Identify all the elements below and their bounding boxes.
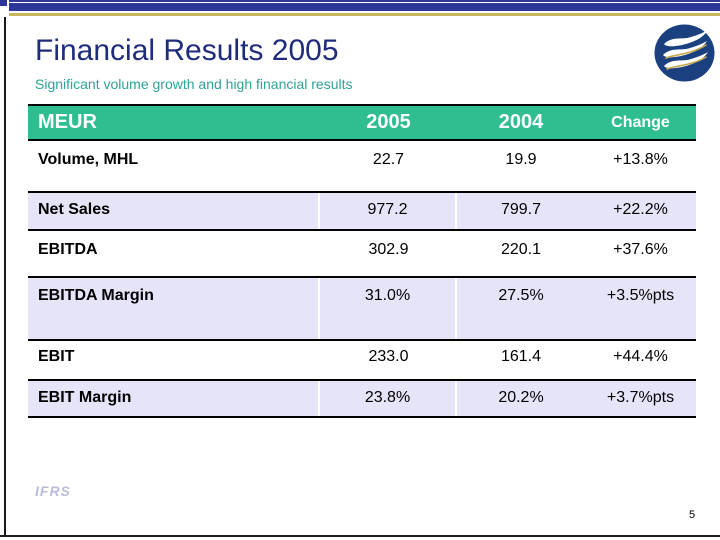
column-header-meur: MEUR: [38, 111, 97, 133]
column-header-change: Change: [611, 113, 670, 131]
table-row-ebit: EBIT 233.0 161.4 +44.4%: [28, 341, 696, 379]
column-header-2004: 2004: [498, 111, 544, 133]
table-row-ebitda-margin: EBITDA Margin 31.0% 27.5% +3.5%pts: [28, 276, 696, 341]
value-change: +3.7%pts: [606, 389, 675, 406]
ifrs-note: IFRS: [35, 483, 71, 499]
row-label: EBITDA Margin: [28, 278, 320, 339]
financial-results-table: MEUR 2005 2004 Change Volume, MHL 22.7 1…: [28, 104, 696, 418]
top-accent-bar: [9, 0, 720, 11]
value-change: +37.6%: [613, 241, 668, 258]
value-2005: 23.8%: [320, 381, 457, 416]
row-label: EBIT Margin: [28, 381, 320, 416]
value-2005: 233.0: [368, 348, 409, 365]
top-bar-white-stripe: [9, 2, 720, 3]
table-row-ebitda: EBITDA 302.9 220.1 +37.6%: [28, 231, 696, 276]
value-2005: 22.7: [372, 151, 405, 168]
table-row-net-sales: Net Sales 977.2 799.7 +22.2%: [28, 191, 696, 231]
value-change: +3.5%pts: [606, 287, 675, 304]
gold-accent-line: [9, 13, 720, 16]
value-2005: 302.9: [368, 241, 409, 258]
row-label: Net Sales: [28, 193, 320, 229]
row-label: EBITDA: [38, 241, 98, 258]
value-change: +13.8%: [613, 151, 668, 168]
value-2005: 31.0%: [320, 278, 457, 339]
table-header-row: MEUR 2005 2004 Change: [28, 104, 696, 141]
company-logo: [654, 24, 715, 82]
page-number: 5: [689, 509, 696, 521]
value-2004: 161.4: [500, 348, 542, 365]
top-bar-corner-square: [0, 0, 7, 6]
value-change: +22.2%: [613, 201, 668, 218]
value-2004: 20.2%: [498, 389, 544, 406]
row-label: EBIT: [38, 348, 75, 365]
waves-logo-icon: [654, 24, 715, 82]
value-2004: 799.7: [500, 201, 542, 218]
slide-subtitle: Significant volume growth and high finan…: [35, 76, 353, 92]
value-2004: 220.1: [500, 241, 542, 258]
slide-title: Financial Results 2005: [35, 34, 339, 67]
table-row-ebit-margin: EBIT Margin 23.8% 20.2% +3.7%pts: [28, 379, 696, 418]
value-change: +44.4%: [613, 348, 668, 365]
value-2004: 19.9: [505, 151, 537, 168]
row-label: Volume, MHL: [38, 151, 139, 168]
column-header-2005: 2005: [366, 111, 411, 133]
value-2004: 27.5%: [498, 287, 544, 304]
left-border-line: [4, 17, 6, 536]
bottom-border-line: [0, 535, 720, 537]
value-2005: 977.2: [320, 193, 457, 229]
table-row-volume: Volume, MHL 22.7 19.9 +13.8%: [28, 141, 696, 191]
